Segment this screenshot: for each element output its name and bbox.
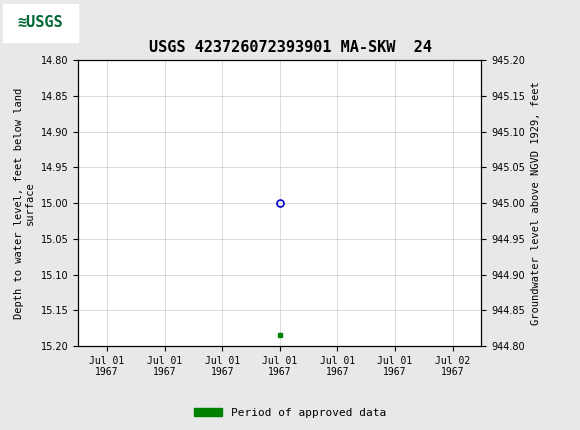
Legend: Period of approved data: Period of approved data [190,403,390,422]
FancyBboxPatch shape [3,3,78,42]
Text: ≋USGS: ≋USGS [18,15,63,30]
Text: USGS 423726072393901 MA-SKW  24: USGS 423726072393901 MA-SKW 24 [148,40,432,55]
Y-axis label: Depth to water level, feet below land
surface: Depth to water level, feet below land su… [14,88,35,319]
Y-axis label: Groundwater level above NGVD 1929, feet: Groundwater level above NGVD 1929, feet [531,81,541,325]
